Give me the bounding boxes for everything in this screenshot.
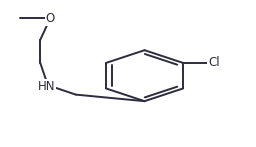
Text: O: O bbox=[46, 12, 55, 25]
Text: Cl: Cl bbox=[208, 56, 219, 69]
Text: HN: HN bbox=[38, 80, 55, 93]
